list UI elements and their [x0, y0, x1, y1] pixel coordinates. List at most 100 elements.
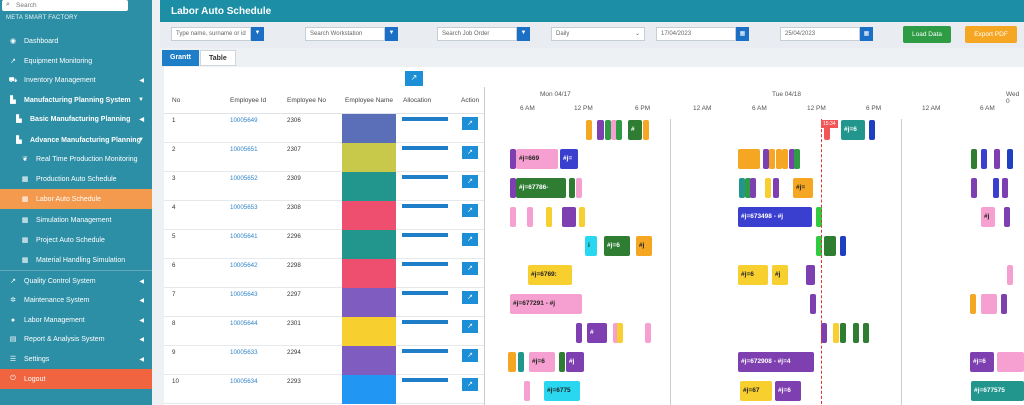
row-chart-button[interactable]: ↗	[462, 320, 478, 333]
start-date-calendar-button[interactable]: ▦	[736, 27, 749, 41]
gantt-task-bar[interactable]	[597, 120, 604, 140]
sidebar-item-manufacturing-planning[interactable]: ▙ Manufacturing Planning System ▼	[0, 90, 152, 110]
gantt-task-bar[interactable]: #j=6	[529, 352, 555, 372]
gantt-task-bar[interactable]	[840, 236, 846, 256]
sidebar-item-report-analysis[interactable]: ▤ Report & Analysis System ◀	[9, 335, 144, 344]
gantt-task-bar[interactable]	[510, 149, 516, 169]
gantt-task-bar[interactable]	[1007, 265, 1013, 285]
gantt-task-bar[interactable]	[765, 178, 771, 198]
gantt-task-bar[interactable]	[824, 236, 836, 256]
gantt-task-bar[interactable]	[562, 207, 576, 227]
gantt-task-bar[interactable]	[569, 178, 575, 198]
sidebar-search-input[interactable]: ⌕ Search	[2, 0, 128, 11]
gantt-task-bar[interactable]: #j=67	[740, 381, 772, 401]
gantt-task-bar[interactable]	[738, 149, 760, 169]
gantt-task-bar[interactable]	[794, 149, 800, 169]
period-select[interactable]: Daily ⌄	[551, 27, 645, 41]
row-chart-button[interactable]: ↗	[462, 262, 478, 275]
sidebar-item-labor-auto-schedule[interactable]: ▦ Labor Auto Schedule	[0, 189, 152, 209]
gantt-task-bar[interactable]	[763, 149, 769, 169]
employee-id-link[interactable]: 10005653	[230, 204, 258, 211]
gantt-task-bar[interactable]	[997, 352, 1024, 372]
gantt-task-bar[interactable]	[605, 120, 611, 140]
gantt-task-bar[interactable]	[789, 149, 795, 169]
employee-id-link[interactable]: 10005634	[230, 378, 258, 385]
gantt-task-bar[interactable]: #j	[566, 352, 584, 372]
gantt-task-bar[interactable]	[782, 149, 788, 169]
gantt-task-bar[interactable]	[1001, 294, 1007, 314]
end-date-input[interactable]: 25/04/2023	[780, 27, 860, 41]
gantt-task-bar[interactable]	[970, 294, 976, 314]
row-chart-button[interactable]: ↗	[462, 146, 478, 159]
gantt-task-bar[interactable]	[518, 352, 524, 372]
gantt-task-bar[interactable]	[833, 323, 839, 343]
gantt-task-bar[interactable]	[810, 294, 816, 314]
gantt-task-bar[interactable]	[853, 323, 859, 343]
gantt-task-bar[interactable]	[994, 149, 1000, 169]
gantt-task-bar[interactable]: #	[587, 323, 607, 343]
gantt-task-bar[interactable]: i	[585, 236, 597, 256]
start-date-input[interactable]: 17/04/2023	[656, 27, 736, 41]
gantt-task-bar[interactable]	[745, 178, 751, 198]
gantt-task-bar[interactable]: #j=672908 - #j=4	[738, 352, 814, 372]
gantt-task-bar[interactable]	[576, 323, 582, 343]
sidebar-item-maintenance[interactable]: ✲ Maintenance System ◀	[0, 290, 152, 310]
gantt-task-bar[interactable]	[863, 323, 869, 343]
gantt-task-bar[interactable]	[527, 207, 533, 227]
gantt-task-bar[interactable]	[816, 207, 822, 227]
gantt-task-bar[interactable]: #j=677291 - #j	[510, 294, 582, 314]
row-chart-button[interactable]: ↗	[462, 349, 478, 362]
gantt-task-bar[interactable]: #j=6	[775, 381, 801, 401]
employee-id-link[interactable]: 10005641	[230, 233, 258, 240]
sidebar-item-basic-planning[interactable]: ▙ Basic Manufacturing Planning ◀	[0, 109, 152, 129]
gantt-task-bar[interactable]	[840, 323, 846, 343]
sidebar-item-advance-planning[interactable]: ▙ Advance Manufacturing Planning ▼	[0, 130, 152, 150]
gantt-task-bar[interactable]	[510, 207, 516, 227]
gantt-task-bar[interactable]: #j=	[560, 149, 578, 169]
gantt-task-bar[interactable]: #j=6	[841, 120, 865, 140]
sidebar-item-real-time-monitoring[interactable]: ❦ Real Time Production Monitoring	[0, 149, 152, 169]
sidebar-item-labor-management[interactable]: ● Labor Management ◀	[0, 310, 152, 330]
gantt-task-bar[interactable]	[773, 178, 779, 198]
employee-id-link[interactable]: 10005651	[230, 146, 258, 153]
employee-search-input[interactable]: Type name, surname or id	[171, 27, 251, 41]
gantt-task-bar[interactable]	[510, 178, 516, 198]
sidebar-item-production-auto-schedule[interactable]: ▦ Production Auto Schedule	[21, 175, 117, 184]
gantt-task-bar[interactable]: #j=669	[516, 149, 558, 169]
gantt-task-bar[interactable]	[576, 178, 582, 198]
gantt-task-bar[interactable]: #j=6	[604, 236, 630, 256]
load-data-button[interactable]: Load Data	[903, 26, 951, 43]
sidebar-item-simulation-management[interactable]: ▦ Simulation Management	[21, 216, 112, 225]
gantt-task-bar[interactable]: #j=677575	[971, 381, 1024, 401]
sidebar-item-logout[interactable]: ⏻ Logout	[0, 369, 152, 389]
employee-id-link[interactable]: 10005643	[230, 291, 258, 298]
row-chart-button[interactable]: ↗	[462, 291, 478, 304]
gantt-task-bar[interactable]	[611, 120, 617, 140]
row-chart-button[interactable]: ↗	[462, 204, 478, 217]
gantt-task-bar[interactable]	[508, 352, 516, 372]
row-chart-button[interactable]: ↗	[462, 233, 478, 246]
gantt-task-bar[interactable]	[981, 294, 997, 314]
joborder-search-input[interactable]: Search Job Order	[437, 27, 517, 41]
tab-table[interactable]: Table	[200, 50, 236, 66]
gantt-task-bar[interactable]	[816, 236, 822, 256]
gantt-task-bar[interactable]: #j	[636, 236, 652, 256]
workstation-dropdown-button[interactable]: ▼	[385, 27, 398, 41]
gantt-task-bar[interactable]: #j=6775	[544, 381, 580, 401]
gantt-task-bar[interactable]	[617, 323, 623, 343]
gantt-task-bar[interactable]	[981, 149, 987, 169]
gantt-task-bar[interactable]	[559, 352, 565, 372]
employee-id-link[interactable]: 10005652	[230, 175, 258, 182]
tab-gantt[interactable]: Grantt	[162, 50, 199, 66]
gantt-task-bar[interactable]	[1004, 207, 1010, 227]
gantt-task-bar[interactable]	[1002, 178, 1008, 198]
employee-id-link[interactable]: 10005633	[230, 349, 258, 356]
gantt-task-bar[interactable]	[546, 207, 552, 227]
gantt-task-bar[interactable]	[579, 207, 585, 227]
sidebar-item-equipment-monitoring[interactable]: ↗ Equipment Monitoring	[0, 51, 152, 71]
gantt-task-bar[interactable]	[750, 178, 756, 198]
gantt-task-bar[interactable]: #j	[772, 265, 788, 285]
sidebar-item-project-auto-schedule[interactable]: ▦ Project Auto Schedule	[21, 236, 105, 245]
gantt-task-bar[interactable]	[643, 120, 649, 140]
gantt-task-bar[interactable]: #j=673498 - #j	[738, 207, 812, 227]
